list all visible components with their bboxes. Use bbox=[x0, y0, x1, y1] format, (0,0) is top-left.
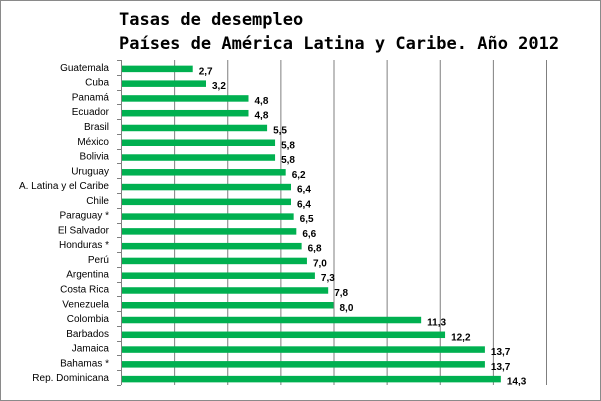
value-label: 6,4 bbox=[297, 185, 311, 196]
value-label: 12,2 bbox=[451, 332, 471, 343]
bar bbox=[122, 169, 286, 176]
bar bbox=[122, 331, 446, 339]
category-label: Guatemala bbox=[60, 63, 109, 74]
value-label: 5,5 bbox=[273, 125, 287, 136]
category-label: Honduras * bbox=[59, 240, 109, 251]
value-label: 11,3 bbox=[427, 318, 446, 329]
category-label: Argentina bbox=[66, 270, 109, 281]
value-label: 6,8 bbox=[308, 244, 322, 255]
value-label: 4,8 bbox=[255, 96, 269, 107]
value-label: 7,3 bbox=[321, 273, 335, 284]
bar bbox=[122, 257, 307, 265]
category-label: Ecuador bbox=[72, 107, 110, 118]
value-label: 3,2 bbox=[212, 81, 226, 92]
category-label: México bbox=[77, 137, 109, 148]
value-label: 7,0 bbox=[313, 258, 327, 269]
category-label: El Salvador bbox=[58, 225, 110, 236]
category-label: Perú bbox=[88, 255, 109, 266]
category-label: Costa Rica bbox=[60, 284, 109, 295]
value-label: 5,8 bbox=[281, 140, 295, 151]
category-label: Panamá bbox=[72, 92, 110, 103]
value-label: 6,4 bbox=[297, 199, 311, 210]
bar bbox=[122, 213, 294, 220]
category-label: A. Latina y el Caribe bbox=[19, 181, 109, 192]
bar bbox=[122, 287, 329, 294]
bar bbox=[122, 375, 501, 383]
category-label: Jamaica bbox=[72, 344, 110, 355]
category-label: Rep. Dominicana bbox=[32, 373, 109, 384]
value-label: 5,8 bbox=[281, 155, 295, 166]
category-label: Venezuela bbox=[62, 299, 109, 310]
value-label: 2,7 bbox=[199, 66, 213, 77]
category-label: Brasil bbox=[84, 122, 109, 133]
category-label: Barbados bbox=[66, 329, 109, 340]
category-label: Bolivia bbox=[80, 152, 110, 163]
bar bbox=[122, 346, 485, 353]
bar bbox=[122, 109, 249, 117]
category-label: Paraguay * bbox=[60, 211, 110, 222]
bar bbox=[122, 302, 334, 309]
value-label: 14,3 bbox=[507, 377, 527, 388]
bar bbox=[122, 198, 291, 206]
bar bbox=[122, 80, 206, 87]
value-label: 13,7 bbox=[491, 362, 511, 373]
value-label: 7,8 bbox=[334, 288, 348, 299]
bar bbox=[122, 228, 297, 235]
bar bbox=[122, 361, 485, 368]
bar bbox=[122, 154, 276, 161]
category-label: Bahamas * bbox=[60, 358, 109, 369]
bar bbox=[122, 95, 249, 102]
category-label: Cuba bbox=[85, 78, 109, 89]
bar bbox=[122, 272, 315, 279]
category-label: Uruguay bbox=[71, 166, 109, 177]
value-label: 6,2 bbox=[292, 170, 306, 181]
value-label: 8,0 bbox=[340, 303, 354, 314]
value-label: 4,8 bbox=[255, 111, 269, 122]
bar bbox=[122, 65, 193, 73]
value-label: 13,7 bbox=[491, 347, 511, 358]
category-label: Colombia bbox=[67, 314, 110, 325]
bar bbox=[122, 183, 291, 191]
bar bbox=[122, 124, 268, 132]
value-label: 6,5 bbox=[300, 214, 314, 225]
value-label: 6,6 bbox=[302, 229, 316, 240]
category-label: Chile bbox=[86, 196, 109, 207]
chart-subtitle: Países de América Latina y Caribe. Año 2… bbox=[119, 34, 560, 54]
bar bbox=[122, 139, 276, 146]
bar bbox=[122, 316, 422, 324]
bar bbox=[122, 242, 302, 250]
chart-title: Tasas de desempleo bbox=[119, 10, 304, 30]
